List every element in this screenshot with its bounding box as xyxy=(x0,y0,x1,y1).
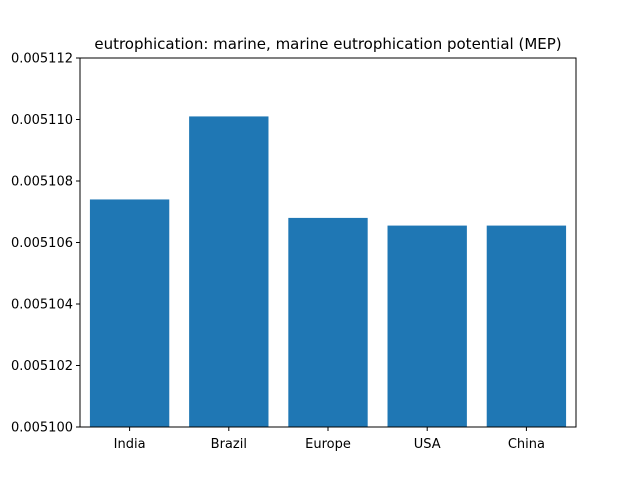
bar-india xyxy=(89,199,170,427)
x-axis-ticks: India Brazil Europe USA China xyxy=(114,427,545,452)
bar-china xyxy=(486,225,567,427)
y-tick-label: 0.005100 xyxy=(11,421,73,436)
y-tick-label: 0.005110 xyxy=(11,113,73,128)
bars-group xyxy=(89,116,567,428)
chart-title: eutrophication: marine, marine eutrophic… xyxy=(94,35,561,53)
x-tick-label: Brazil xyxy=(211,437,247,452)
bar-usa xyxy=(387,225,467,427)
y-tick-label: 0.005102 xyxy=(11,359,73,374)
x-tick-label: India xyxy=(114,437,146,452)
bar-brazil xyxy=(189,116,269,428)
x-tick-label: USA xyxy=(414,437,441,452)
y-tick-label: 0.005112 xyxy=(11,52,73,67)
y-tick-label: 0.005108 xyxy=(11,175,73,190)
bar-europe xyxy=(288,217,368,427)
plot-frame xyxy=(79,57,577,428)
y-axis-ticks: 0.005100 0.005102 0.005104 0.005106 0.005108… xyxy=(11,52,80,436)
y-tick-label: 0.005106 xyxy=(11,236,73,251)
x-tick-label: Europe xyxy=(305,437,351,452)
y-tick-label: 0.005104 xyxy=(11,298,73,313)
x-tick-label: China xyxy=(508,437,545,452)
